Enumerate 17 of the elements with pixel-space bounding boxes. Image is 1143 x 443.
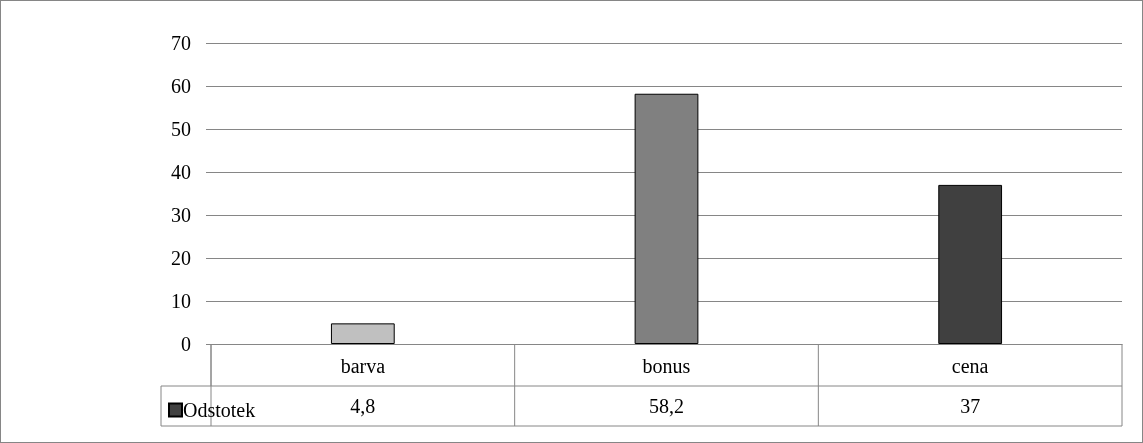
y-tick-label: 20 bbox=[171, 247, 191, 269]
y-tick-label: 50 bbox=[171, 118, 191, 140]
x-tick-label: bonus bbox=[642, 355, 691, 377]
y-tick-label: 40 bbox=[171, 161, 191, 183]
data-label: 58,2 bbox=[649, 395, 684, 417]
bar bbox=[330, 323, 395, 344]
bar bbox=[938, 184, 1003, 344]
data-label: 4,8 bbox=[350, 395, 376, 417]
y-tick-label: 30 bbox=[171, 204, 191, 226]
x-tick-label: barva bbox=[340, 355, 386, 377]
y-tick-label: 10 bbox=[171, 290, 191, 312]
data-label: 37 bbox=[960, 395, 981, 417]
legend-label: Odstotek bbox=[183, 399, 256, 421]
y-tick-label: 0 bbox=[181, 333, 191, 355]
y-tick-label: 70 bbox=[171, 32, 191, 54]
x-tick-label: cena bbox=[951, 355, 989, 377]
y-tick-label: 60 bbox=[171, 75, 191, 97]
